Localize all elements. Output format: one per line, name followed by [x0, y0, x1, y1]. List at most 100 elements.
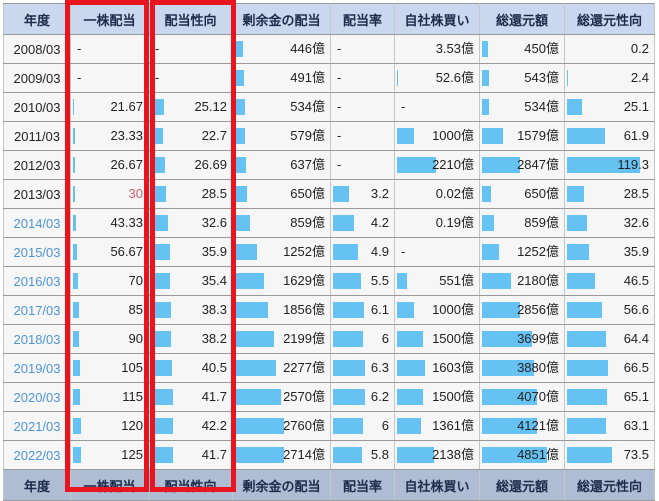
data-bar: [73, 157, 75, 173]
cell-dps: 26.67: [70, 150, 149, 180]
data-bar: [567, 244, 589, 260]
cell-value: 56.67: [110, 244, 143, 259]
data-bar: [333, 302, 364, 318]
column-header-dps: 一株配当: [70, 469, 149, 501]
data-bar: [333, 418, 364, 434]
cell-value: 42.2: [201, 418, 227, 433]
cell-total-return: 543億: [479, 63, 565, 93]
cell-dps: 56.67: [70, 237, 149, 267]
cell-value: 4121億: [517, 418, 559, 433]
data-bar: [235, 41, 243, 57]
data-bar: [73, 215, 76, 231]
cell-dps: 125: [70, 440, 149, 470]
cell-dps: 120: [70, 411, 149, 441]
cell-dividend-rate: -: [330, 92, 395, 122]
cell-year: 2008/03: [3, 34, 71, 64]
year-link[interactable]: 2019/03: [13, 360, 61, 376]
table-row: 2018/03 90 38.2 2199億 6 1500億 3699億 64.4: [3, 324, 655, 354]
year-link[interactable]: 2020/03: [13, 389, 61, 405]
year-link[interactable]: 2022/03: [13, 447, 61, 463]
year-label: 2008/03: [13, 41, 61, 57]
cell-dividend-rate: 6: [330, 411, 395, 441]
footer-row: 年度 一株配当 配当性向 剰余金の配当 配当率 自社株買い 総還元額 総還元性向: [3, 469, 655, 501]
cell-dividend-rate: 6.1: [330, 295, 395, 325]
cell-value: 52.6億: [435, 70, 474, 85]
cell-value: 4851億: [517, 447, 559, 462]
data-bar: [235, 273, 265, 289]
cell-dividend-rate: 5.8: [330, 440, 395, 470]
data-bar: [567, 418, 606, 434]
cell-total-return: 2180億: [479, 266, 565, 296]
cell-total-return: 2847億: [479, 150, 565, 180]
cell-year: 2009/03: [3, 63, 71, 93]
cell-surplus-dividend: 2277億: [232, 353, 331, 383]
cell-value: 2847億: [517, 157, 559, 172]
cell-year: 2013/03: [3, 179, 71, 209]
year-link[interactable]: 2018/03: [13, 331, 61, 347]
cell-value: 579億: [290, 128, 325, 143]
cell-value: 2760億: [283, 418, 325, 433]
cell-dps: 85: [70, 295, 149, 325]
cell-value: 450億: [524, 41, 559, 56]
data-bar: [482, 418, 538, 434]
data-bar: [567, 331, 607, 347]
data-bar: [235, 331, 275, 347]
column-header-year: 年度: [3, 469, 71, 501]
cell-dps: 105: [70, 353, 149, 383]
cell-value: 35.9: [623, 244, 649, 259]
data-bar: [482, 128, 504, 144]
data-bar: [333, 244, 358, 260]
year-link[interactable]: 2021/03: [13, 418, 61, 434]
cell-surplus-dividend: 1856億: [232, 295, 331, 325]
table-row: 2014/03 43.33 32.6 859億 4.2 0.19億 859億 32.6: [3, 208, 655, 238]
data-bar: [151, 418, 174, 434]
cell-value: 23.33: [110, 128, 143, 143]
table-row: 2019/03 105 40.5 2277億 6.3 1603億 3880億 66.5: [3, 353, 655, 383]
cell-value: 38.2: [201, 331, 227, 346]
cell-surplus-dividend: 650億: [232, 179, 331, 209]
cell-payout-ratio: 38.2: [148, 324, 233, 354]
cell-value: 650億: [524, 186, 559, 201]
data-bar: [397, 389, 424, 405]
cell-dps: 43.33: [70, 208, 149, 238]
cell-total-return: 4851億: [479, 440, 565, 470]
cell-payout-ratio: 26.69: [148, 150, 233, 180]
cell-total-return-ratio: 63.1: [564, 411, 655, 441]
cell-payout-ratio: -: [148, 34, 233, 64]
cell-total-return: 650億: [479, 179, 565, 209]
cell-total-return-ratio: 35.9: [564, 237, 655, 267]
year-link[interactable]: 2015/03: [13, 244, 61, 260]
cell-total-return-ratio: 73.5: [564, 440, 655, 470]
cell-year: 2015/03: [3, 237, 71, 267]
cell-value: 66.5: [623, 360, 649, 375]
cell-value: 64.4: [623, 331, 649, 346]
year-link[interactable]: 2016/03: [13, 273, 61, 289]
data-bar: [482, 389, 537, 405]
cell-dividend-rate: 6: [330, 324, 395, 354]
data-bar: [333, 186, 350, 202]
table-row: 2012/03 26.67 26.69 637億 - 2210億 2847億 119.3: [3, 150, 655, 180]
year-link[interactable]: 2014/03: [13, 215, 61, 231]
cell-payout-ratio: 35.4: [148, 266, 233, 296]
data-bar: [235, 70, 244, 86]
table-row: 2015/03 56.67 35.9 1252億 4.9- 1252億 35.9: [3, 237, 655, 267]
cell-dps: -: [70, 34, 149, 64]
cell-buyback: 2210億: [394, 150, 480, 180]
data-bar: [397, 331, 424, 347]
cell-value: 2.4: [630, 70, 649, 85]
cell-dps: -: [70, 63, 149, 93]
column-header-surplus-dividend: 剰余金の配当: [232, 469, 331, 501]
cell-value: 2714億: [283, 447, 325, 462]
data-bar: [151, 215, 169, 231]
cell-payout-ratio: -: [148, 63, 233, 93]
cell-surplus-dividend: 446億: [232, 34, 331, 64]
year-link[interactable]: 2017/03: [13, 302, 61, 318]
cell-value: 35.9: [201, 244, 227, 259]
data-bar: [397, 418, 421, 434]
cell-buyback: 551億: [394, 266, 480, 296]
table-row: 2016/03 70 35.4 1629億 5.5 551億 2180億 46.5: [3, 266, 655, 296]
cell-dps: 23.33: [70, 121, 149, 151]
cell-value: 1000億: [432, 302, 474, 317]
cell-value: 2570億: [283, 389, 325, 404]
cell-value: -: [401, 99, 406, 114]
